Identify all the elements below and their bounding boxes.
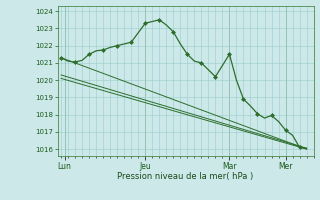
X-axis label: Pression niveau de la mer( hPa ): Pression niveau de la mer( hPa ) [117,172,254,181]
